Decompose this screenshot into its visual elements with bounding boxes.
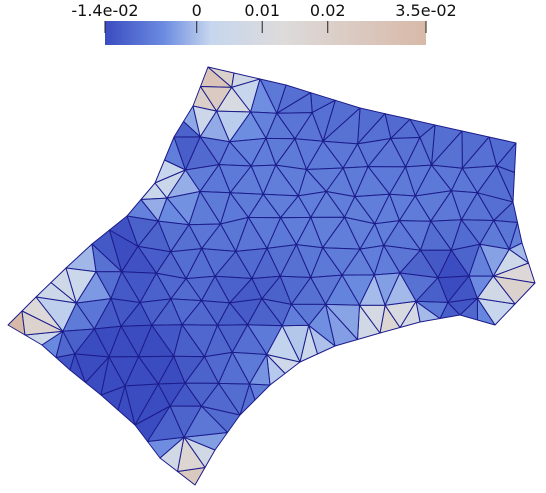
mesh-cell: [415, 277, 449, 303]
mesh-cell: [218, 351, 250, 385]
colorbar-ramp: [105, 21, 426, 45]
mesh-cell: [447, 275, 478, 303]
mesh-cell: [65, 243, 97, 273]
colorbar-tick-label: 0.01: [244, 1, 280, 20]
colorbar-ticks: -1.4e-02 0 0.01 0.02 3.5e-02: [71, 1, 457, 33]
colorbar-tick-label: 0: [192, 1, 202, 20]
colorbar-tick-label: 0.02: [310, 1, 346, 20]
colorbar-tick-label: -1.4e-02: [71, 1, 138, 20]
mesh-cell: [21, 310, 64, 336]
colorbar-tick-label: 3.5e-02: [395, 1, 456, 20]
mesh-cell: [359, 274, 386, 306]
colorbar: -1.4e-02 0 0.01 0.02 3.5e-02: [71, 1, 457, 45]
mesh-cell: [384, 272, 417, 306]
mesh-cell: [249, 354, 271, 386]
mesh-cell: [169, 405, 202, 438]
mesh-cell: [74, 328, 110, 358]
mesh-cell: [281, 303, 310, 327]
mesh: [7, 66, 536, 486]
mesh-cell: [325, 303, 360, 340]
